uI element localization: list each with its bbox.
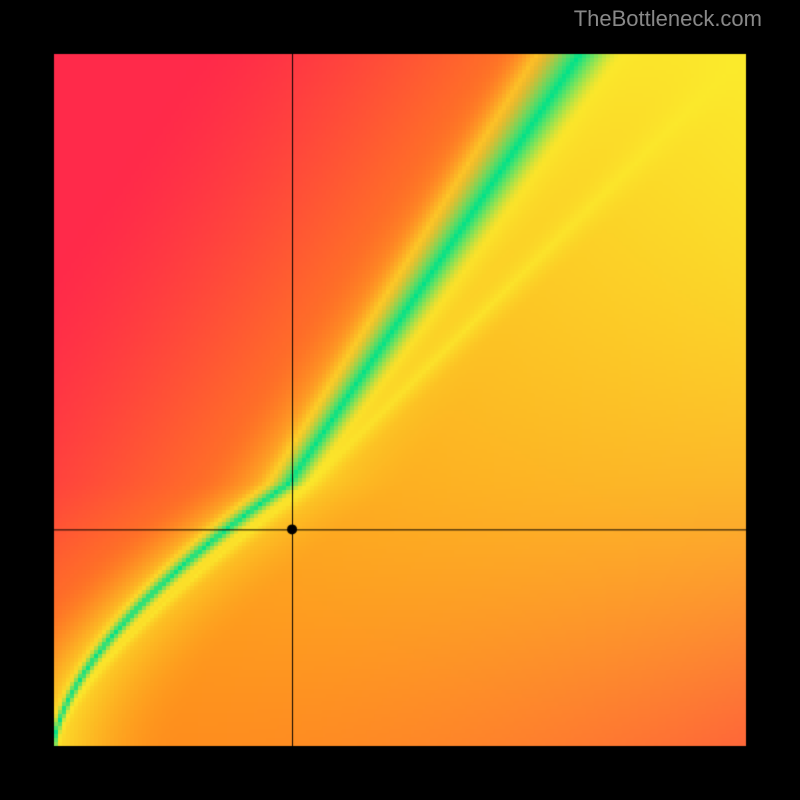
chart-container: TheBottleneck.com (0, 0, 800, 800)
heatmap-canvas (0, 0, 800, 800)
watermark-text: TheBottleneck.com (574, 6, 762, 32)
